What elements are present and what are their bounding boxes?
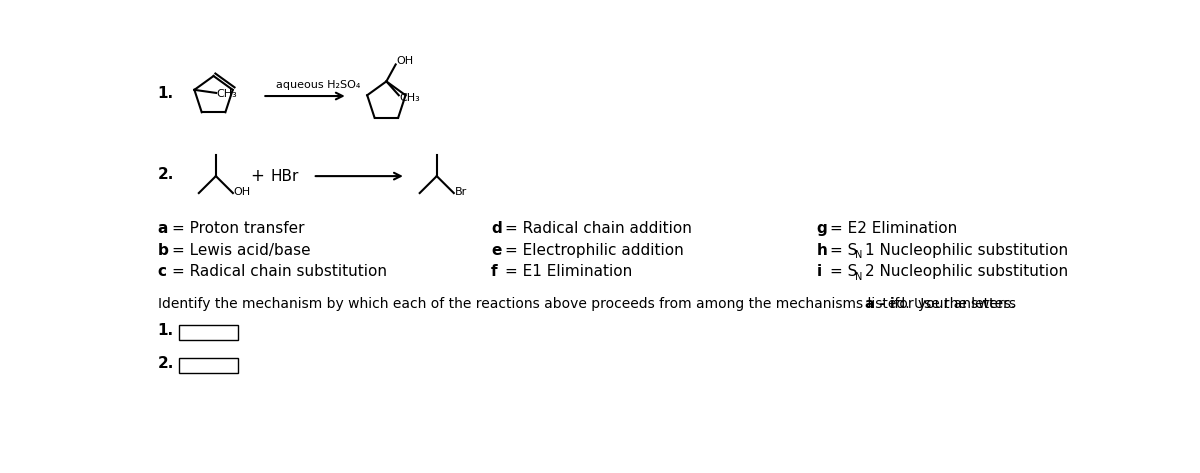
Text: a: a [157, 221, 168, 236]
Text: Br: Br [455, 186, 467, 196]
Text: h: h [816, 243, 827, 257]
Text: 2 Nucleophilic substitution: 2 Nucleophilic substitution [865, 264, 1068, 279]
Text: for your answers.: for your answers. [890, 297, 1015, 311]
Text: a - i: a - i [864, 297, 894, 311]
Text: OH: OH [234, 186, 251, 196]
Text: = Lewis acid/base: = Lewis acid/base [172, 243, 311, 257]
Text: i: i [816, 264, 822, 279]
Text: = Electrophilic addition: = Electrophilic addition [505, 243, 684, 257]
Text: = E2 Elimination: = E2 Elimination [830, 221, 958, 236]
Text: = Radical chain substitution: = Radical chain substitution [172, 264, 386, 279]
Text: b: b [157, 243, 169, 257]
Text: = S: = S [830, 264, 858, 279]
Text: N: N [856, 250, 863, 260]
FancyBboxPatch shape [180, 358, 238, 373]
FancyBboxPatch shape [180, 325, 238, 340]
Text: d: d [491, 221, 502, 236]
Text: g: g [816, 221, 827, 236]
Text: = E1 Elimination: = E1 Elimination [505, 264, 632, 279]
Text: c: c [157, 264, 167, 279]
Text: = S: = S [830, 243, 858, 257]
Text: HBr: HBr [270, 168, 299, 184]
Text: N: N [856, 272, 863, 281]
Text: e: e [491, 243, 502, 257]
Text: CH₃: CH₃ [400, 93, 420, 103]
Text: 2.: 2. [157, 167, 174, 182]
Text: = Radical chain addition: = Radical chain addition [505, 221, 692, 236]
Text: aqueous H₂SO₄: aqueous H₂SO₄ [276, 80, 360, 90]
Text: f: f [491, 264, 498, 279]
Text: 1.: 1. [157, 86, 174, 101]
Text: CH₃: CH₃ [217, 89, 238, 99]
Text: 1.: 1. [157, 324, 174, 338]
Text: OH: OH [396, 56, 414, 66]
Text: Identify the mechanism by which each of the reactions above proceeds from among : Identify the mechanism by which each of … [157, 297, 1020, 311]
Text: = Proton transfer: = Proton transfer [172, 221, 305, 236]
Text: 2.: 2. [157, 357, 174, 371]
Text: +: + [251, 167, 265, 185]
Text: 1 Nucleophilic substitution: 1 Nucleophilic substitution [865, 243, 1068, 257]
